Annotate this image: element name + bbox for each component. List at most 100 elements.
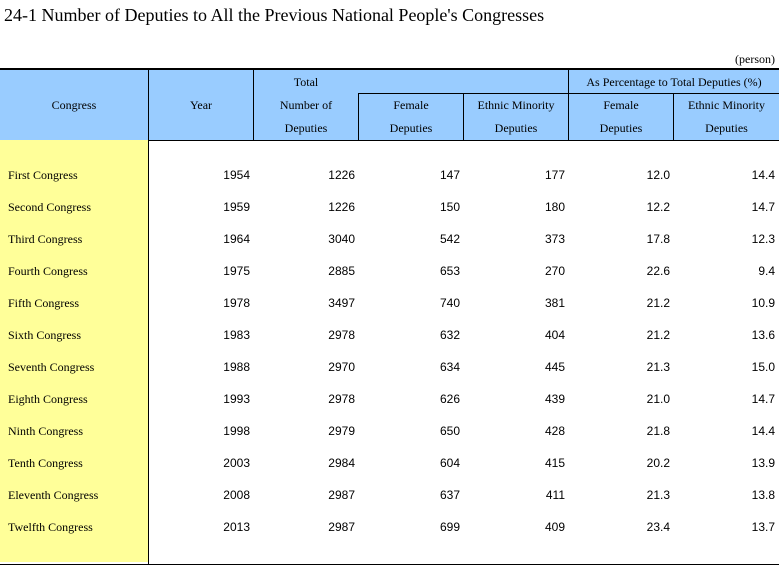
table-body: First Congress 1954 1226 147 177 12.0 14.4 Seco… [0, 140, 779, 565]
cell-ethnic: 404 [544, 328, 565, 342]
cell-pct-female: 17.8 [646, 232, 670, 246]
cell-pct-female: 20.2 [646, 456, 670, 470]
header-total-line3: Deputies [284, 121, 328, 135]
cell-year: 1964 [223, 232, 250, 246]
congress-column-highlight [0, 140, 148, 562]
cell-year: 1983 [223, 328, 250, 342]
divider [463, 94, 464, 140]
cell-pct-female: 21.2 [646, 296, 670, 310]
cell-ethnic: 411 [545, 488, 565, 502]
page-title: 24-1 Number of Deputies to All the Previ… [4, 5, 545, 25]
header-pct-female-line1: Female [603, 98, 639, 112]
cell-pct-ethnic: 9.4 [758, 264, 775, 278]
cell-total: 2984 [328, 456, 355, 470]
cell-female: 699 [439, 520, 460, 534]
cell-total: 2987 [328, 520, 355, 534]
cell-female: 637 [439, 488, 460, 502]
header-total-line2: Number of [279, 98, 333, 112]
cell-year: 1975 [223, 264, 250, 278]
cell-female: 150 [439, 200, 460, 214]
cell-pct-ethnic: 12.3 [751, 232, 775, 246]
cell-year: 2013 [223, 520, 250, 534]
table-row: Seventh Congress 1988 2970 634 445 21.3 15.0 [0, 360, 779, 392]
cell-pct-ethnic: 14.4 [751, 424, 775, 438]
cell-pct-female: 21.0 [646, 392, 670, 406]
cell-pct-ethnic: 14.4 [751, 168, 775, 182]
cell-female: 740 [439, 296, 460, 310]
cell-total: 2978 [328, 328, 355, 342]
divider [673, 94, 674, 140]
cell-pct-ethnic: 13.6 [751, 328, 775, 342]
cell-ethnic: 373 [544, 232, 565, 246]
table-row: Ninth Congress 1998 2979 650 428 21.8 14.4 [0, 424, 779, 456]
divider [358, 94, 359, 140]
cell-total: 2978 [328, 392, 355, 406]
cell-pct-female: 12.2 [646, 200, 670, 214]
table-row: Second Congress 1959 1226 150 180 12.2 14.7 [0, 200, 779, 232]
cell-congress: Eighth Congress [8, 392, 88, 406]
header-pct-ethnic-line1: Ethnic Minority [688, 98, 765, 112]
cell-female: 147 [439, 168, 460, 182]
header-pct-female-line2: Deputies [599, 121, 643, 135]
header-ethnic-line2: Deputies [494, 121, 538, 135]
table-row: Third Congress 1964 3040 542 373 17.8 12.3 [0, 232, 779, 264]
cell-total: 2885 [328, 264, 355, 278]
table-row: Eleventh Congress 2008 2987 637 411 21.3 13.8 [0, 488, 779, 520]
cell-ethnic: 415 [544, 456, 565, 470]
cell-congress: Third Congress [8, 232, 83, 246]
cell-total: 2987 [328, 488, 355, 502]
cell-pct-female: 21.8 [646, 424, 670, 438]
table-row: Eighth Congress 1993 2978 626 439 21.0 14.7 [0, 392, 779, 424]
cell-ethnic: 409 [544, 520, 565, 534]
cell-female: 604 [439, 456, 460, 470]
divider [148, 140, 149, 564]
table-row: Fifth Congress 1978 3497 740 381 21.2 10.9 [0, 296, 779, 328]
header-year: Year [189, 98, 213, 112]
cell-pct-female: 21.3 [646, 488, 670, 502]
cell-female: 542 [439, 232, 460, 246]
cell-year: 2003 [223, 456, 250, 470]
cell-ethnic: 180 [544, 200, 565, 214]
cell-pct-female: 23.4 [646, 520, 670, 534]
cell-congress: Seventh Congress [8, 360, 95, 374]
cell-pct-ethnic: 13.8 [751, 488, 775, 502]
cell-congress: Tenth Congress [8, 456, 83, 470]
cell-year: 1988 [223, 360, 250, 374]
cell-congress: Ninth Congress [8, 424, 83, 438]
table-row: Fourth Congress 1975 2885 653 270 22.6 9.4 [0, 264, 779, 296]
cell-pct-ethnic: 10.9 [751, 296, 775, 310]
cell-pct-ethnic: 13.7 [751, 520, 775, 534]
divider [148, 70, 149, 140]
header-pct-group: As Percentage to Total Deputies (%) [586, 75, 762, 89]
cell-pct-female: 21.2 [646, 328, 670, 342]
cell-ethnic: 270 [544, 264, 565, 278]
cell-congress: Sixth Congress [8, 328, 82, 342]
cell-total: 2970 [328, 360, 355, 374]
cell-congress: Second Congress [8, 200, 91, 214]
cell-pct-ethnic: 13.9 [751, 456, 775, 470]
cell-year: 1959 [223, 200, 250, 214]
cell-female: 634 [439, 360, 460, 374]
cell-total: 1226 [328, 168, 355, 182]
header-female-line1: Female [393, 98, 429, 112]
table-row: Tenth Congress 2003 2984 604 415 20.2 13.9 [0, 456, 779, 488]
cell-female: 632 [439, 328, 460, 342]
cell-year: 1954 [223, 168, 250, 182]
cell-congress: Fourth Congress [8, 264, 88, 278]
table-row: Twelfth Congress 2013 2987 699 409 23.4 13.7 [0, 520, 779, 552]
cell-year: 1998 [223, 424, 250, 438]
cell-year: 1978 [223, 296, 250, 310]
cell-total: 3497 [328, 296, 355, 310]
header-female-line2: Deputies [389, 121, 433, 135]
cell-congress: First Congress [8, 168, 78, 182]
cell-female: 653 [439, 264, 460, 278]
header-pct-ethnic-line2: Deputies [705, 121, 748, 135]
unit-label: (person) [735, 52, 775, 66]
cell-year: 1993 [223, 392, 250, 406]
table-row: First Congress 1954 1226 147 177 12.0 14.4 [0, 168, 779, 200]
table-row: Sixth Congress 1983 2978 632 404 21.2 13.6 [0, 328, 779, 360]
cell-pct-female: 22.6 [646, 264, 670, 278]
divider [358, 93, 779, 94]
cell-total: 3040 [328, 232, 355, 246]
cell-ethnic: 381 [544, 296, 565, 310]
